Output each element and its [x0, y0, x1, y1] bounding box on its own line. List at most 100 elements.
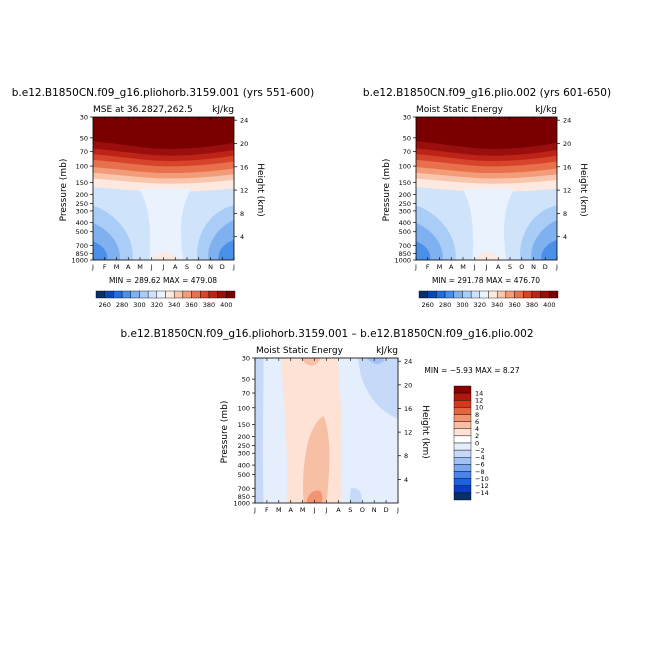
pressure-tick-label: 50: [80, 134, 88, 142]
colorbar-swatch: [226, 290, 236, 299]
colorbar-tick-label: 380: [526, 301, 538, 309]
colorbar-swatch: [200, 290, 210, 299]
colorbar-swatch: [453, 421, 472, 429]
colorbar-swatch: [453, 464, 472, 472]
colorbar-swatch: [453, 457, 472, 465]
month-tick-label: J: [232, 263, 235, 271]
pressure-tick-label: 70: [80, 148, 88, 156]
colorbar-swatch: [453, 485, 472, 494]
colorbar-tick-label: 0: [475, 439, 479, 447]
colorbar-tick-label: 340: [491, 301, 503, 309]
colorbar-tick-label: 300: [456, 301, 468, 309]
colorbar-tick-label: 280: [116, 301, 128, 309]
month-tick-label: A: [449, 263, 454, 271]
month-tick-label: D: [220, 263, 225, 271]
colorbar-swatch: [453, 478, 472, 486]
colorbar-tick-label: 400: [220, 301, 232, 309]
colorbar-swatch: [453, 414, 472, 422]
month-tick-label: J: [91, 263, 94, 271]
panel-2-minmax: MIN = 291.78 MAX = 476.70: [432, 276, 540, 285]
panel-1-left-label: MSE at 36.2827,262.5: [93, 105, 193, 115]
colorbar-swatch: [418, 290, 428, 299]
colorbar-swatch: [549, 290, 559, 299]
month-tick-label: M: [300, 506, 306, 514]
shade-winter-right-min: [541, 239, 557, 260]
height-tick-label: 20: [240, 140, 248, 148]
colorbar-tick-label: 12: [475, 397, 483, 405]
panel-2-units: kJ/kg: [535, 105, 557, 115]
pressure-tick-label: 200: [76, 191, 88, 199]
pressure-tick-label: 400: [238, 462, 250, 470]
height-tick-label: 4: [563, 233, 567, 241]
colorbar-swatch: [505, 290, 515, 299]
colorbar-swatch: [453, 290, 463, 299]
panel-1-ylabel-right: Height (km): [255, 163, 265, 217]
colorbar-tick-label: 4: [475, 425, 479, 433]
colorbar-swatch: [523, 290, 533, 299]
colorbar-swatch: [453, 385, 472, 394]
pressure-tick-label: 1000: [233, 500, 250, 508]
pressure-tick-label: 150: [76, 179, 88, 187]
panel-3-title: b.e12.B1850CN.f09_g16.pliohorb.3159.001 …: [120, 328, 533, 340]
height-tick-label: 4: [240, 233, 244, 241]
height-tick-label: 24: [240, 117, 248, 125]
colorbar-swatch: [427, 290, 437, 299]
colorbar-swatch: [453, 392, 472, 401]
colorbar-tick-label: 260: [421, 301, 433, 309]
month-tick-label: J: [555, 263, 558, 271]
colorbar-swatch: [208, 290, 218, 299]
shade-winter-left-min: [416, 241, 431, 260]
height-tick-label: 24: [404, 358, 412, 366]
month-tick-label: M: [437, 263, 443, 271]
shade-band-upper: [416, 117, 557, 149]
pressure-tick-label: 70: [242, 390, 250, 398]
colorbar-swatch: [453, 435, 472, 444]
pressure-tick-label: 1000: [394, 257, 411, 265]
colorbar-tick-label: −8: [475, 468, 485, 476]
colorbar-swatch: [453, 449, 472, 458]
pressure-tick-label: 300: [238, 450, 250, 458]
pressure-tick-label: 70: [403, 148, 411, 156]
month-tick-label: J: [325, 506, 328, 514]
month-tick-label: F: [265, 506, 269, 514]
month-tick-label: J: [150, 263, 153, 271]
panel-2-ylabel: Pressure (mb): [382, 159, 392, 222]
colorbar-swatch: [453, 407, 472, 415]
colorbar-tick-label: 8: [475, 411, 479, 419]
colorbar-tick-label: −10: [475, 475, 489, 483]
colorbar-tick-label: 2: [475, 432, 479, 440]
month-tick-label: J: [485, 263, 488, 271]
month-tick-label: D: [384, 506, 389, 514]
field-shading: [416, 117, 557, 260]
height-tick-label: 8: [240, 210, 244, 218]
month-tick-label: J: [396, 506, 399, 514]
pressure-tick-label: 400: [399, 219, 411, 227]
shade-diff-warm-core: [303, 416, 330, 503]
shade-diff-cool-surface: [349, 487, 362, 503]
colorbar-tick-label: 300: [133, 301, 145, 309]
month-tick-label: S: [508, 263, 512, 271]
pressure-tick-label: 50: [242, 376, 250, 384]
month-tick-label: M: [276, 506, 282, 514]
shade-diff-cool-core: [366, 358, 384, 365]
colorbar-tick-label: 320: [474, 301, 486, 309]
height-tick-label: 24: [563, 117, 571, 125]
month-tick-label: J: [313, 506, 316, 514]
colorbar-swatch: [531, 290, 541, 299]
panel-1-minmax: MIN = 289.62 MAX = 479.08: [109, 276, 217, 285]
shade-diff-cool-left: [255, 358, 264, 503]
shade-summer-column: [139, 188, 192, 260]
pressure-tick-label: 1000: [71, 257, 88, 265]
height-tick-label: 12: [404, 429, 412, 437]
height-tick-label: 12: [240, 187, 248, 195]
colorbar-swatch: [104, 290, 114, 299]
pressure-tick-label: 30: [80, 114, 88, 122]
colorbar-swatch: [191, 290, 201, 299]
colorbar-swatch: [514, 290, 524, 299]
pressure-tick-label: 700: [76, 242, 88, 250]
colorbar-swatch: [540, 290, 550, 299]
